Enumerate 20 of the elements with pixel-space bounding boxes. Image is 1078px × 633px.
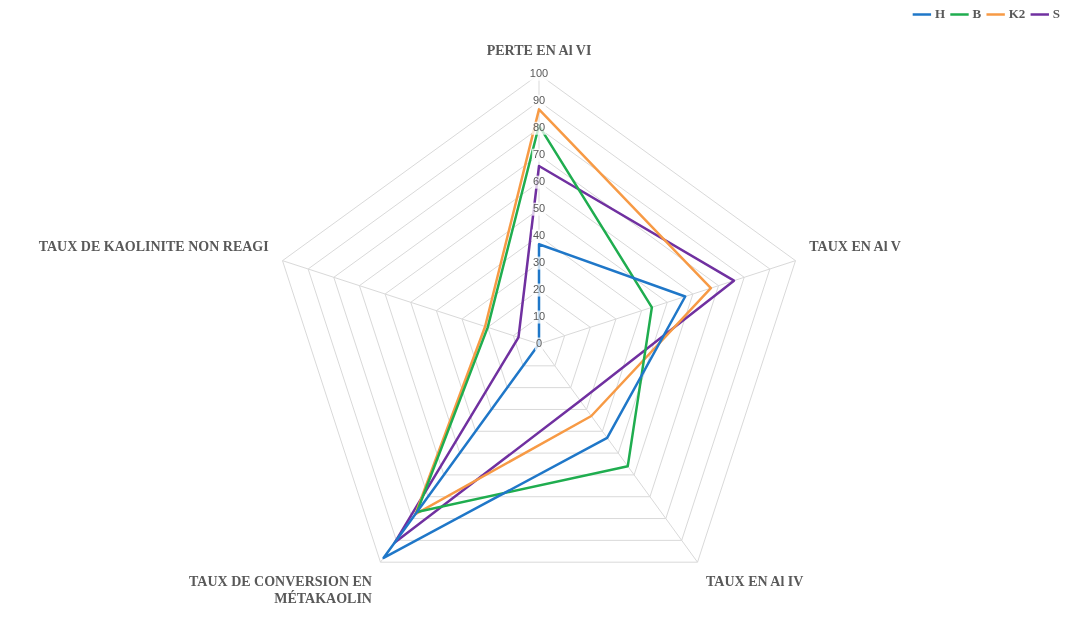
- y-tick-label: 10: [532, 310, 546, 323]
- y-tick-label: 60: [532, 175, 546, 188]
- y-tick-label: 70: [532, 148, 546, 161]
- y-tick-label: 50: [532, 202, 546, 215]
- spoke-label: TAUX DE CONVERSION EN MÉTAKAOLIN: [189, 573, 372, 606]
- legend-label: S: [1052, 5, 1060, 21]
- y-tick-label: 30: [532, 256, 546, 269]
- spoke-label: TAUX DE KAOLINITE NON REAGI: [38, 239, 269, 255]
- spoke-label: TAUX EN Al IV: [706, 573, 804, 589]
- y-tick-label: 90: [532, 94, 546, 107]
- legend-label: B: [972, 5, 982, 21]
- y-tick-label: 80: [532, 121, 546, 134]
- y-tick-label: 20: [532, 283, 546, 296]
- legend-label: H: [934, 5, 945, 21]
- y-tick-label: 100: [529, 67, 549, 80]
- spoke-label: TAUX EN Al V: [809, 239, 901, 255]
- legend-label: K2: [1008, 5, 1026, 21]
- spoke-label: PERTE EN Al VI: [486, 43, 592, 59]
- y-tick-label: 0: [535, 337, 543, 350]
- y-tick-label: 40: [532, 229, 546, 242]
